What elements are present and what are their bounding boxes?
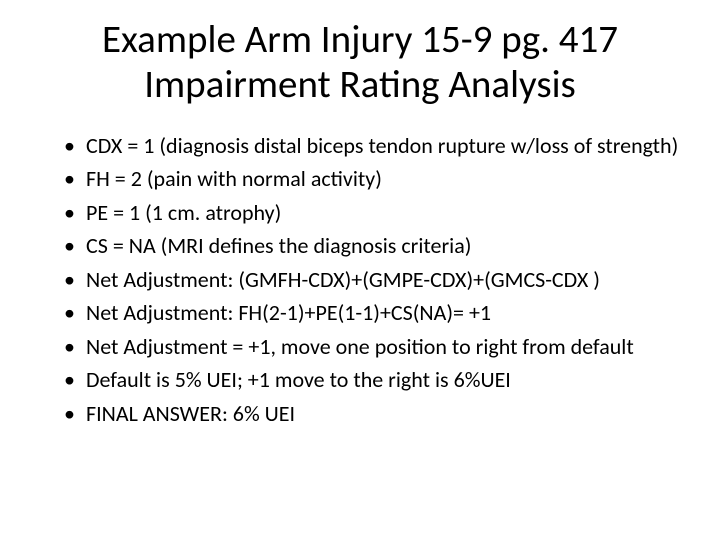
- list-item: FINAL ANSWER: 6% UEI: [64, 400, 680, 428]
- bullet-text: Default is 5% UEI; +1 move to the right …: [86, 366, 511, 393]
- slide: Example Arm Injury 15-9 pg. 417 Impairme…: [0, 0, 720, 540]
- list-item: Net Adjustment: (GMFH-CDX)+(GMPE-CDX)+(G…: [64, 266, 680, 294]
- title-line-1: Example Arm Injury 15-9 pg. 417: [102, 16, 618, 63]
- bullet-text: Net Adjustment = +1, move one position t…: [86, 333, 634, 360]
- list-item: PE = 1 (1 cm. atrophy): [64, 199, 680, 227]
- bullet-text: FINAL ANSWER: 6% UEI: [86, 400, 295, 427]
- bullet-text: CDX = 1 (diagnosis distal biceps tendon …: [86, 132, 678, 159]
- bullet-text: FH = 2 (pain with normal activity): [86, 165, 382, 192]
- bullet-text: Net Adjustment: (GMFH-CDX)+(GMPE-CDX)+(G…: [86, 266, 600, 293]
- list-item: Net Adjustment: FH(2-1)+PE(1-1)+CS(NA)= …: [64, 299, 680, 327]
- bullet-list: CDX = 1 (diagnosis distal biceps tendon …: [40, 132, 680, 428]
- list-item: CS = NA (MRI defines the diagnosis crite…: [64, 232, 680, 260]
- list-item: Net Adjustment = +1, move one position t…: [64, 333, 680, 361]
- slide-title: Example Arm Injury 15-9 pg. 417 Impairme…: [40, 18, 680, 108]
- bullet-text: CS = NA (MRI defines the diagnosis crite…: [86, 232, 471, 259]
- title-line-2: Impairment Rating Analysis: [144, 61, 576, 108]
- list-item: CDX = 1 (diagnosis distal biceps tendon …: [64, 132, 680, 160]
- list-item: Default is 5% UEI; +1 move to the right …: [64, 366, 680, 394]
- bullet-text: PE = 1 (1 cm. atrophy): [86, 199, 281, 226]
- bullet-text: Net Adjustment: FH(2-1)+PE(1-1)+CS(NA)= …: [86, 299, 491, 326]
- list-item: FH = 2 (pain with normal activity): [64, 165, 680, 193]
